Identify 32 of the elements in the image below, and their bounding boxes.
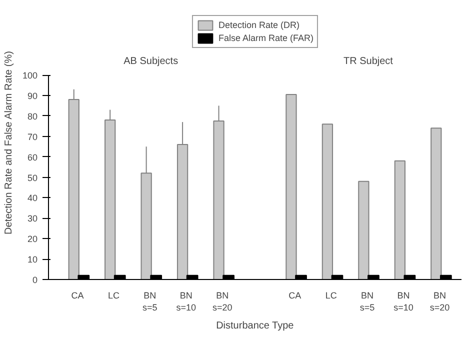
x-tick-label: BN s=5 xyxy=(360,290,375,312)
y-tick-label: 10 xyxy=(27,254,38,265)
x-tick-label: BN s=20 xyxy=(212,290,232,312)
y-tick-label: 40 xyxy=(27,193,38,204)
x-tick-label: LC xyxy=(325,290,338,300)
bar xyxy=(358,180,370,280)
y-tick-label: 90 xyxy=(27,90,38,101)
legend-label: Detection Rate (DR) xyxy=(218,19,300,31)
text: AB Subjects xyxy=(124,56,178,67)
y-tick-label: 70 xyxy=(27,132,38,142)
text: TR Subject xyxy=(343,56,394,67)
y-tick-label: 50 xyxy=(27,172,38,183)
x-tick-label: LC xyxy=(108,290,120,300)
y-tick-label: 60 xyxy=(27,152,38,162)
y-tick-label: 30 xyxy=(27,214,38,224)
legend-label: False Alarm Rate (FAR) xyxy=(218,32,314,44)
x-tick-label: CA xyxy=(71,290,84,300)
x-tick-label: BN s=20 xyxy=(430,290,450,312)
y-tick-label: 0 xyxy=(32,275,38,285)
x-axis-title: Disturbance Type xyxy=(216,320,294,332)
y-tick-label: 100 xyxy=(22,70,38,81)
bar xyxy=(394,160,406,280)
x-tick-label: CA xyxy=(288,290,302,300)
x-tick-label: BN s=10 xyxy=(394,290,414,312)
y-tick-label: 80 xyxy=(27,111,38,122)
bar xyxy=(286,94,297,280)
bar xyxy=(430,128,442,280)
x-tick-label: BN s=10 xyxy=(176,290,196,312)
bar xyxy=(322,124,334,280)
y-tick-label: 20 xyxy=(27,234,38,244)
y-axis-title: Detection Rate and False Alarm Rate (%) xyxy=(3,51,14,234)
x-tick-label: BN s=5 xyxy=(142,290,158,312)
